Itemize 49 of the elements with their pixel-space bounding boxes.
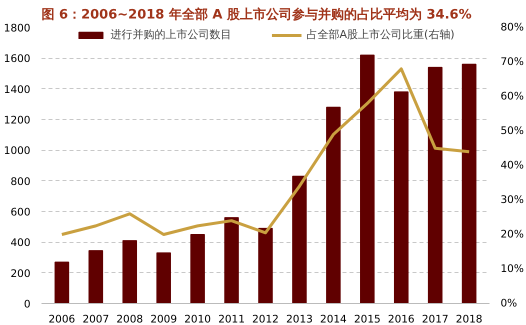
x-tick-label: 2017 [422,314,449,325]
line-series [60,67,471,236]
bar [258,228,273,304]
x-tick-label: 2011 [218,314,245,325]
bar [360,54,375,304]
y-tick-label: 200 [10,268,31,280]
y2-tick-label: 80% [500,22,524,34]
x-tick-label: 2006 [48,314,76,325]
legend-label: 进行并购的上市公司数目 [110,27,232,42]
legend-label: 占全部A股上市公司比重(右轴) [306,27,455,42]
y-tick-label: 1000 [4,145,31,158]
x-tick-label: 2007 [82,314,110,325]
bar [326,106,341,304]
y-tick-label: 1800 [4,22,31,34]
y-tick-label: 600 [10,206,31,218]
bar [394,91,409,304]
bar [122,240,138,304]
bar [88,250,104,304]
y2-tick-label: 70% [500,56,524,68]
y-tick-label: 1600 [4,53,31,66]
y2-tick-label: 10% [500,263,524,275]
x-tick-label: 2013 [286,314,313,325]
bar [54,262,70,304]
x-tick-label: 2014 [320,314,348,325]
chart-title: 图 6：2006~2018 年全部 A 股上市公司参与并购的占比平均为 34.6% [42,6,472,22]
y-tick-label: 1200 [4,114,31,126]
y-tick-label: 800 [10,176,31,188]
y-tick-label: 0 [24,298,31,310]
x-tick-label: 2015 [354,314,381,325]
y2-tick-label: 50% [500,125,524,137]
x-tick-label: 2008 [116,314,144,325]
bar [462,64,476,304]
x-tick-label: 2010 [184,314,211,325]
y-tick-label: 400 [10,237,31,250]
bar [292,176,307,304]
bar [224,217,239,304]
y2-tick-label: 60% [500,90,524,102]
y2-tick-label: 0% [500,298,518,310]
bar [428,66,442,304]
x-tick-label: 2009 [150,314,178,325]
y2-tick-label: 20% [500,228,524,240]
x-tick-label: 2016 [388,314,415,325]
x-tick-label: 2018 [456,314,483,325]
y2-tick-label: 40% [500,160,524,172]
x-tick-label: 2012 [252,314,279,325]
y-tick-label: 1400 [4,84,31,96]
y2-tick-label: 30% [500,194,524,206]
bar [156,252,171,304]
bar [190,234,205,304]
